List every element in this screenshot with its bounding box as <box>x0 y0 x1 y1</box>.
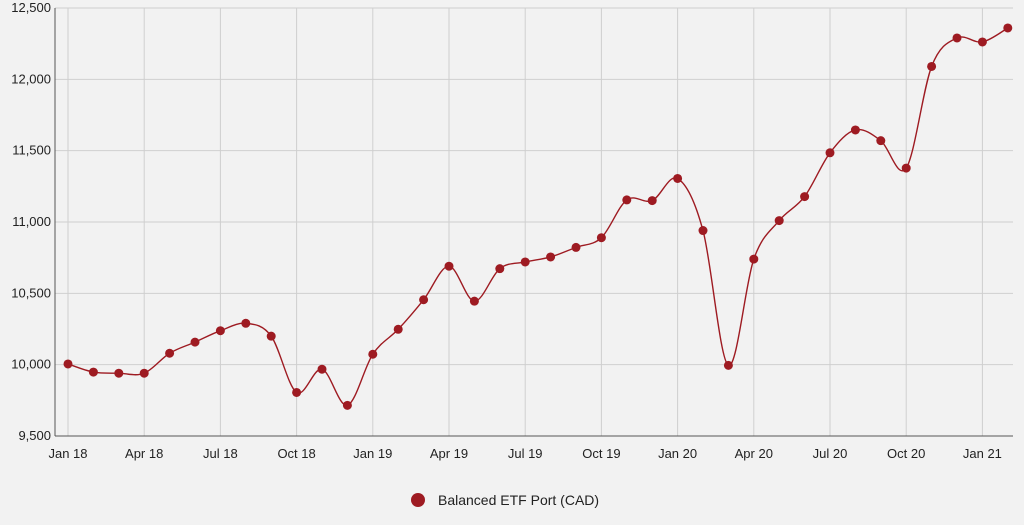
x-tick-label: Jul 18 <box>203 446 238 461</box>
data-point <box>876 136 886 146</box>
data-point <box>647 196 657 206</box>
data-point <box>215 326 225 336</box>
data-point <box>723 360 733 370</box>
y-tick-label: 10,000 <box>11 357 51 372</box>
data-point <box>419 295 429 305</box>
series-path <box>67 27 1009 407</box>
data-point <box>393 324 403 334</box>
legend-label: Balanced ETF Port (CAD) <box>438 492 599 508</box>
data-point <box>850 125 860 135</box>
y-tick-label: 11,000 <box>12 214 51 229</box>
x-tick-label: Oct 19 <box>582 446 620 461</box>
data-point <box>596 233 606 243</box>
x-tick-label: Oct 18 <box>277 446 315 461</box>
data-point <box>63 359 73 369</box>
x-tick-label: Apr 19 <box>430 446 468 461</box>
x-tick-label: Jan 21 <box>963 446 1002 461</box>
data-point <box>444 261 454 271</box>
data-point <box>749 254 759 264</box>
data-point <box>698 226 708 236</box>
y-tick-label: 12,000 <box>11 71 51 86</box>
x-tick-label: Apr 20 <box>735 446 773 461</box>
y-tick-label: 9,500 <box>18 428 51 443</box>
data-point <box>952 33 962 43</box>
legend-marker <box>411 493 425 507</box>
grid <box>55 7 1013 437</box>
x-tick-label: Jan 20 <box>658 446 697 461</box>
data-point <box>927 61 937 71</box>
data-point <box>673 173 683 183</box>
y-tick-label: 10,500 <box>11 285 51 300</box>
data-point <box>520 257 530 267</box>
data-point <box>901 163 911 173</box>
data-point <box>165 348 175 358</box>
x-tick-label: Oct 20 <box>887 446 925 461</box>
data-point <box>241 318 251 328</box>
data-point <box>292 387 302 397</box>
legend: Balanced ETF Port (CAD) <box>411 492 599 508</box>
data-point <box>1003 23 1013 33</box>
data-point <box>88 367 98 377</box>
axes: 9,500 10,000 10,500 11,000 11,500 12,000 12,50… <box>11 0 1013 461</box>
data-points <box>63 23 1013 410</box>
data-point <box>368 349 378 359</box>
x-tick-label: Apr 18 <box>125 446 163 461</box>
data-point <box>469 296 479 306</box>
data-point <box>546 252 556 262</box>
x-tick-label: Jul 19 <box>508 446 543 461</box>
series-line <box>67 27 1009 407</box>
data-point <box>774 216 784 226</box>
data-point <box>622 195 632 205</box>
y-tick-label: 12,500 <box>11 0 51 15</box>
data-point <box>800 192 810 202</box>
y-tick-label: 11,500 <box>12 143 51 158</box>
x-tick-label: Jan 18 <box>48 446 87 461</box>
data-point <box>825 148 835 158</box>
x-tick-label: Jan 19 <box>353 446 392 461</box>
data-point <box>139 368 149 378</box>
data-point <box>342 400 352 410</box>
data-point <box>977 37 987 47</box>
data-point <box>190 337 200 347</box>
data-point <box>114 368 124 378</box>
data-point <box>571 242 581 252</box>
data-point <box>495 264 505 274</box>
data-point <box>317 364 327 374</box>
x-tick-label: Jul 20 <box>813 446 848 461</box>
data-point <box>266 331 276 341</box>
